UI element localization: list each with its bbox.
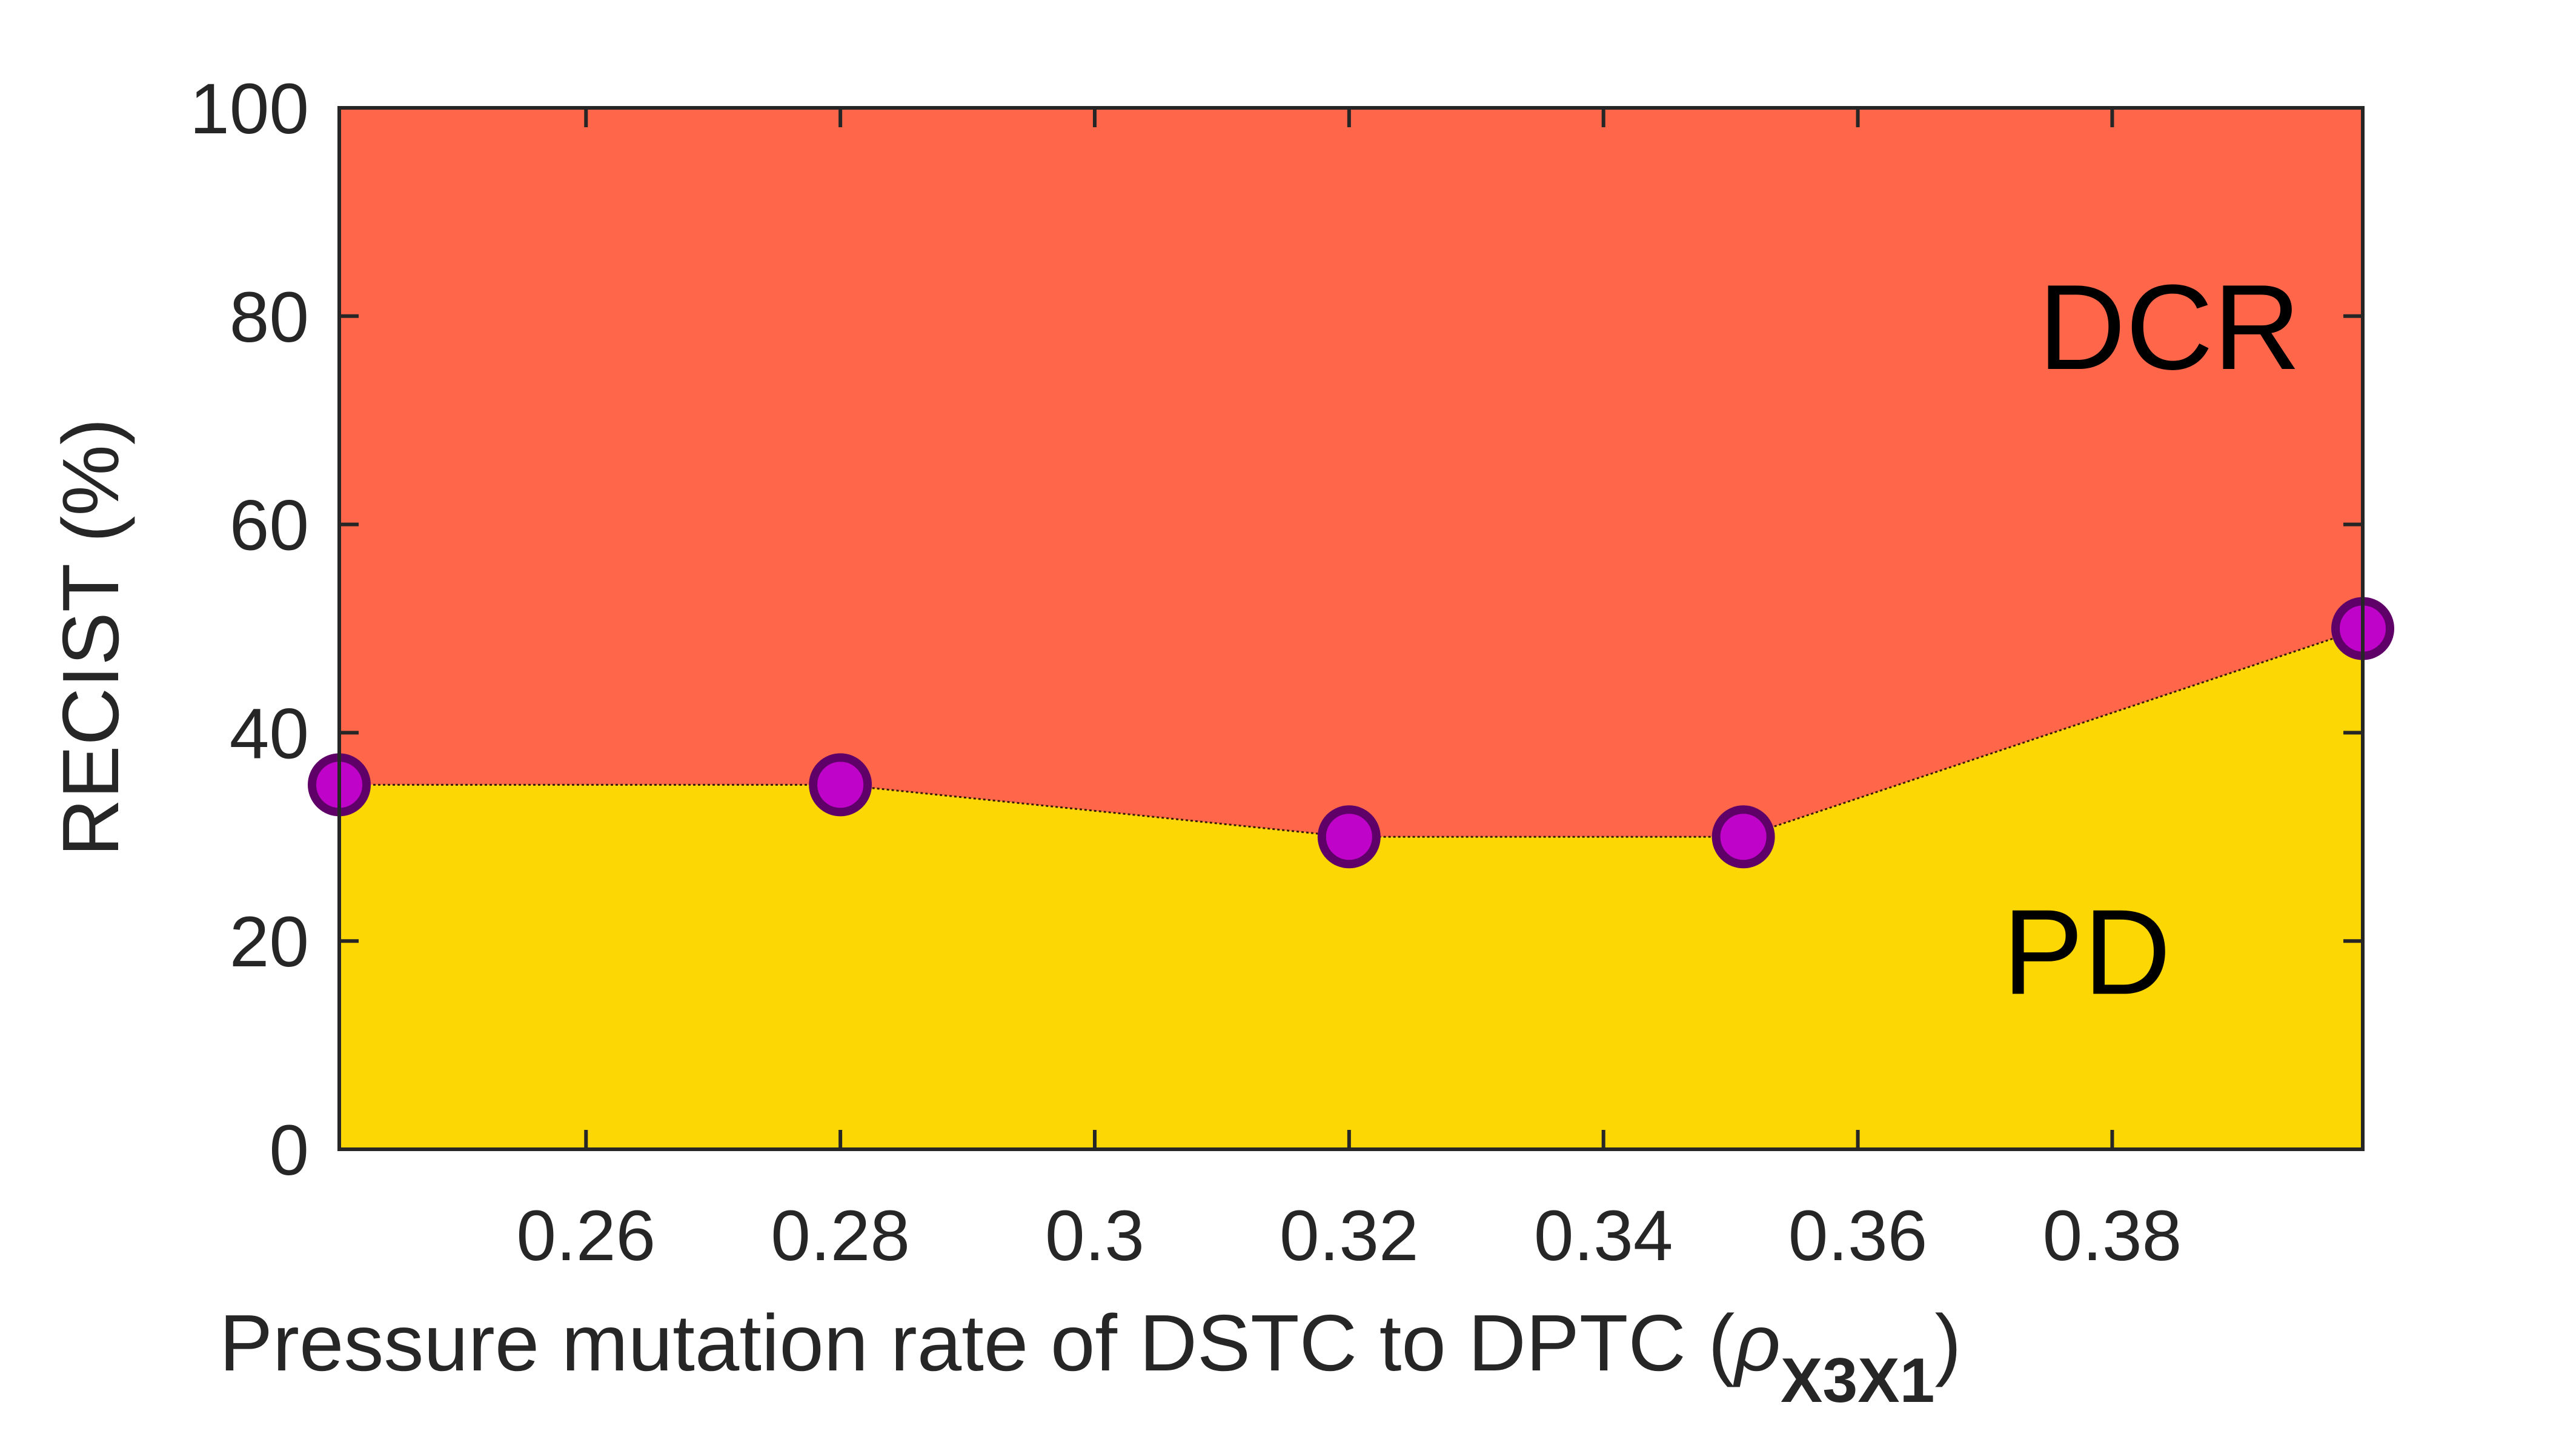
pd-boundary-line — [339, 628, 2363, 838]
region-label-dcr: DCR — [2038, 260, 2300, 395]
axes: 0.26 0.28 0.3 0.32 0.34 0.36 0.38 0 20 40 60 80 100 — [190, 69, 2365, 1276]
data-point — [1317, 805, 1381, 869]
x-tick-label: 0.26 — [516, 1196, 656, 1276]
dcr-area — [339, 108, 2363, 837]
x-axis-title-subscript: X3X1 — [1781, 1346, 1934, 1416]
region-label-pd: PD — [2003, 885, 2171, 1020]
y-tick-label: 40 — [230, 694, 309, 774]
x-tick-label: 0.32 — [1280, 1196, 1419, 1276]
x-axis-title: Pressure mutation rate of DSTC to DPTC (… — [219, 1298, 1961, 1416]
y-tick-label: 80 — [230, 277, 309, 357]
y-tick-label: 100 — [190, 69, 309, 149]
x-tick-label: 0.3 — [1045, 1196, 1144, 1276]
axes-box — [337, 106, 2365, 1151]
y-axis-title: RECIST (%) — [46, 418, 135, 857]
y-tick-label: 20 — [230, 902, 309, 982]
x-tick-label: 0.36 — [1788, 1196, 1928, 1276]
pd-area — [339, 628, 2363, 1149]
x-tick-label: 0.34 — [1534, 1196, 1673, 1276]
x-tick-label: 0.28 — [771, 1196, 910, 1276]
x-tick-label: 0.38 — [2043, 1196, 2182, 1276]
y-tick-label: 60 — [230, 486, 309, 566]
x-axis-title-symbol: ρ — [1732, 1298, 1781, 1387]
plot-area: DCR PD — [308, 108, 2394, 1149]
data-point — [809, 753, 872, 817]
x-axis-title-main: Pressure mutation rate of DSTC to DPTC ( — [219, 1298, 1734, 1387]
labels: RECIST (%) Pressure mutation rate of DST… — [46, 418, 1961, 1416]
x-axis-title-close: ) — [1934, 1298, 1961, 1387]
y-tick-label: 0 — [269, 1111, 309, 1190]
data-point — [1711, 805, 1775, 869]
